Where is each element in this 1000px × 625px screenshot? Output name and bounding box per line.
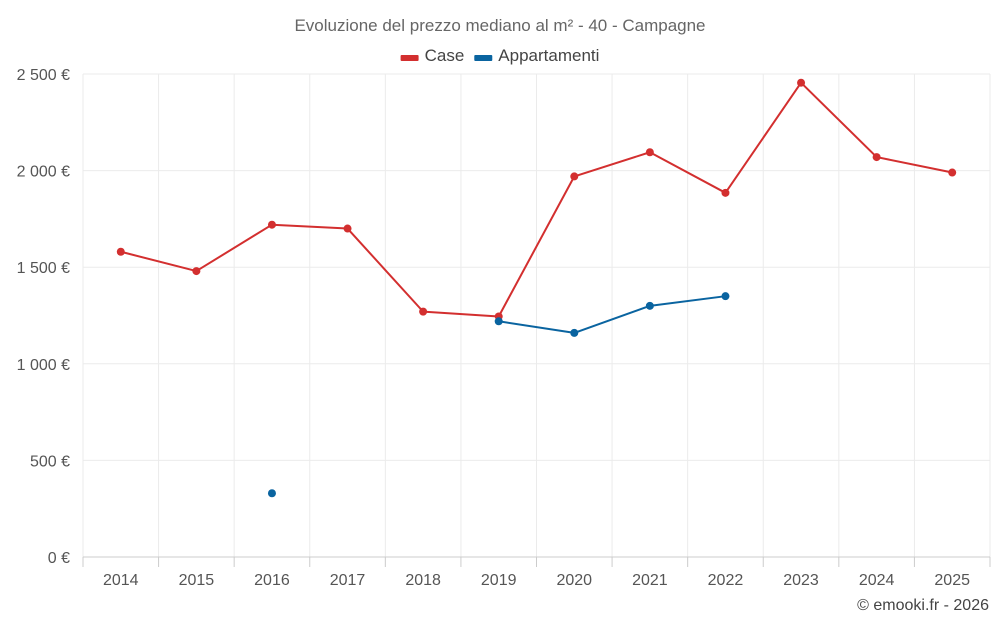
appartamenti-data-point[interactable]	[645, 301, 654, 310]
x-tick-label: 2019	[481, 572, 517, 589]
x-tick-label: 2018	[405, 572, 441, 589]
y-tick-label: 0 €	[48, 550, 70, 567]
x-tick-label: 2023	[783, 572, 819, 589]
case-line-segment	[875, 156, 954, 174]
x-tick-label: 2022	[708, 572, 744, 589]
case-line-segment	[724, 81, 803, 194]
legend: Case Appartamenti	[400, 46, 599, 65]
case-line-segment	[800, 81, 878, 159]
case-line-segment	[270, 223, 349, 230]
y-tick-label: 2 000 €	[17, 164, 70, 181]
case-data-point[interactable]	[645, 148, 654, 157]
case-line-segment	[195, 223, 273, 273]
legend-item-case[interactable]: Case	[400, 46, 465, 65]
case-line-segment	[573, 151, 651, 178]
case-line-segment	[497, 175, 576, 318]
legend-swatch	[400, 55, 419, 61]
case-data-point[interactable]	[872, 153, 881, 162]
x-tick-label: 2017	[330, 572, 366, 589]
x-tick-label: 2021	[632, 572, 668, 589]
x-tick-label: 2024	[859, 572, 895, 589]
case-data-point[interactable]	[721, 188, 730, 197]
appartamenti-data-point[interactable]	[267, 489, 276, 498]
legend-label: Case	[425, 46, 465, 65]
case-data-point[interactable]	[948, 168, 957, 177]
appartamenti-line-segment	[497, 320, 576, 334]
case-data-point[interactable]	[797, 78, 806, 87]
appartamenti-line-segment	[573, 304, 651, 334]
appartamenti-data-point[interactable]	[494, 317, 503, 326]
y-tick-label: 1 000 €	[17, 357, 70, 374]
y-tick-label: 2 500 €	[17, 67, 70, 84]
case-data-point[interactable]	[267, 220, 276, 229]
case-data-point[interactable]	[419, 307, 428, 316]
series-appartamenti	[267, 292, 730, 498]
legend-label: Appartamenti	[498, 46, 599, 65]
case-line-segment	[648, 151, 727, 194]
case-line-segment	[119, 250, 198, 273]
series	[116, 78, 957, 498]
x-tick-label: 2014	[103, 572, 139, 589]
appartamenti-data-point[interactable]	[721, 292, 730, 301]
x-tick-label: 2025	[934, 572, 970, 589]
y-tick-label: 500 €	[30, 453, 70, 470]
chart-title: Evoluzione del prezzo mediano al m² - 40…	[294, 16, 705, 35]
y-tick-label: 1 500 €	[17, 260, 70, 277]
grid	[82, 73, 991, 557]
x-tick-label: 2020	[556, 572, 592, 589]
legend-swatch	[474, 55, 493, 61]
case-line-segment	[422, 310, 500, 318]
case-line-segment	[346, 227, 425, 313]
series-case	[116, 78, 957, 321]
case-data-point[interactable]	[192, 267, 201, 276]
case-data-point[interactable]	[116, 247, 125, 256]
case-data-point[interactable]	[343, 224, 352, 233]
credit-text: © emooki.fr - 2026	[857, 597, 989, 614]
case-data-point[interactable]	[570, 172, 579, 181]
x-tick-label: 2016	[254, 572, 290, 589]
legend-item-appartamenti[interactable]: Appartamenti	[474, 46, 599, 65]
appartamenti-data-point[interactable]	[570, 328, 579, 337]
axes: 0 € 500 € 1 000 € 1 500 € 2 000 € 2 500 € 2014…	[17, 67, 991, 589]
appartamenti-line-segment	[648, 295, 727, 307]
x-tick-label: 2015	[179, 572, 215, 589]
